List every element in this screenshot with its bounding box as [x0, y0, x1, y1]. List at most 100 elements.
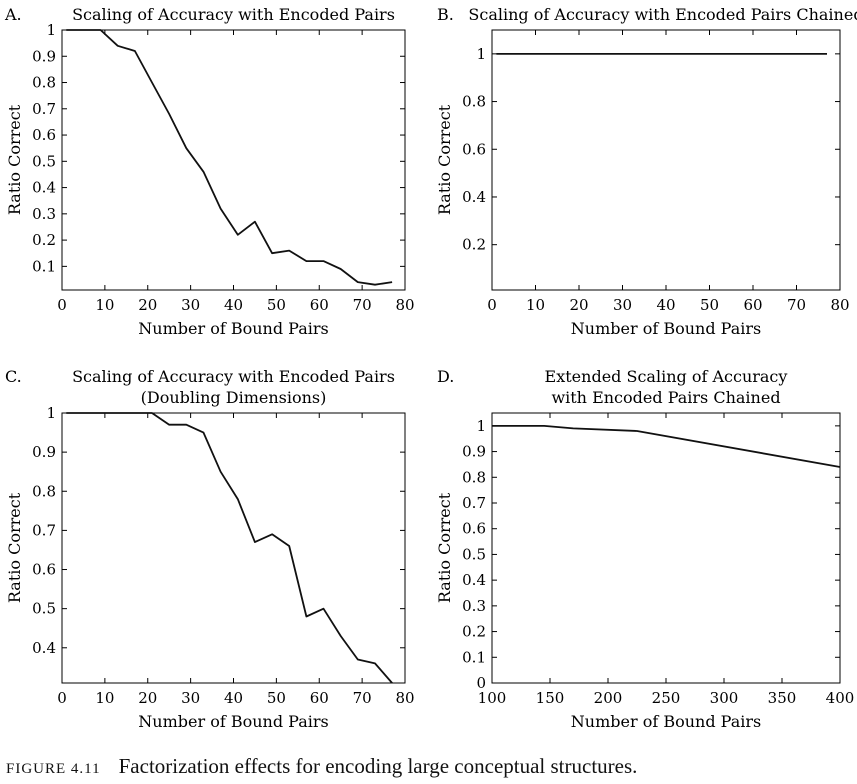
y-tick-label: 0.3: [32, 205, 56, 223]
chart-title: Extended Scaling of Accuracy: [545, 367, 788, 386]
x-tick-label: 80: [830, 296, 849, 314]
x-tick-label: 0: [57, 689, 67, 707]
chart-panel-3: C. Scaling of Accuracy with Encoded Pairs…: [5, 367, 415, 731]
y-tick-label: 0.2: [462, 236, 486, 254]
y-tick-label: 0.7: [32, 521, 56, 539]
x-tick-label: 60: [310, 296, 329, 314]
series-line-1: [66, 412, 393, 684]
chart-title: with Encoded Pairs Chained: [551, 388, 780, 407]
caption-label: FIGURE 4.11: [6, 761, 101, 777]
figure-caption: FIGURE 4.11 Factorization effects for enc…: [6, 754, 637, 779]
x-axis-label: Number of Bound Pairs: [571, 319, 761, 338]
x-tick-label: 150: [536, 689, 565, 707]
y-tick-label: 0.6: [462, 520, 486, 538]
chart-panel-4: D. Extended Scaling of Accuracy with Encod…: [435, 367, 854, 731]
x-tick-label: 30: [613, 296, 632, 314]
x-tick-label: 40: [656, 296, 675, 314]
chart-panel-2: B. Scaling of Accuracy with Encoded Pairs…: [435, 5, 857, 338]
figure-4-11: A. Scaling of Accuracy with Encoded Pairs…: [4, 5, 857, 731]
x-tick-label: 50: [267, 689, 286, 707]
y-tick-label: 0.8: [462, 93, 486, 111]
x-tick-label: 60: [743, 296, 762, 314]
y-tick-label: 0.4: [462, 571, 486, 589]
y-tick-label: 0.8: [32, 482, 56, 500]
x-tick-label: 40: [224, 689, 243, 707]
y-tick-label: 0.5: [32, 600, 56, 618]
panel-label: D.: [437, 367, 454, 386]
y-tick-label: 0.2: [462, 623, 486, 641]
x-tick-label: 200: [594, 689, 623, 707]
y-tick-label: 0.5: [462, 545, 486, 563]
y-tick-label: 0.8: [32, 74, 56, 92]
series-line-1: [66, 29, 393, 286]
x-tick-label: 30: [181, 689, 200, 707]
plot-frame: [61, 412, 406, 684]
panel-label: A.: [4, 5, 22, 24]
plot-frame: [491, 29, 841, 291]
y-tick-label: 0.9: [32, 443, 56, 461]
x-tick-label: 0: [57, 296, 67, 314]
x-tick-label: 60: [310, 689, 329, 707]
x-tick-label: 80: [395, 296, 414, 314]
y-tick-label: 0.9: [462, 443, 486, 461]
x-tick-label: 50: [700, 296, 719, 314]
x-tick-label: 250: [652, 689, 681, 707]
x-tick-label: 30: [181, 296, 200, 314]
y-tick-label: 0.4: [32, 639, 56, 657]
y-tick-label: 0.2: [32, 231, 56, 249]
y-tick-label: 0.7: [32, 100, 56, 118]
y-tick-label: 0.4: [32, 179, 56, 197]
x-tick-label: 100: [478, 689, 507, 707]
x-tick-label: 40: [224, 296, 243, 314]
x-tick-label: 20: [569, 296, 588, 314]
y-tick-label: 0.4: [462, 188, 486, 206]
chart-title: Scaling of Accuracy with Encoded Pairs: [72, 5, 395, 24]
y-tick-label: 1: [476, 45, 486, 63]
y-tick-label: 1: [46, 21, 56, 39]
x-tick-label: 400: [826, 689, 855, 707]
x-tick-label: 0: [487, 296, 497, 314]
plot-frame: [61, 29, 406, 291]
x-axis-label: Number of Bound Pairs: [138, 712, 328, 731]
x-tick-label: 20: [138, 296, 157, 314]
y-axis-label: Ratio Correct: [435, 104, 454, 215]
y-tick-label: 1: [46, 404, 56, 422]
y-tick-label: 0.9: [32, 47, 56, 65]
plot-frame: [491, 412, 841, 684]
x-tick-label: 70: [787, 296, 806, 314]
chart-title: Scaling of Accuracy with Encoded Pairs C…: [468, 5, 857, 24]
x-tick-label: 80: [395, 689, 414, 707]
chart-panel-1: A. Scaling of Accuracy with Encoded Pairs…: [4, 5, 415, 338]
y-axis-label: Ratio Correct: [435, 492, 454, 603]
x-tick-label: 300: [710, 689, 739, 707]
x-tick-label: 20: [138, 689, 157, 707]
x-axis-label: Number of Bound Pairs: [571, 712, 761, 731]
x-tick-label: 10: [95, 689, 114, 707]
y-tick-label: 0.6: [32, 126, 56, 144]
x-tick-label: 70: [353, 296, 372, 314]
x-tick-label: 70: [353, 689, 372, 707]
chart-title: (Doubling Dimensions): [141, 388, 327, 407]
y-tick-label: 0.3: [462, 597, 486, 615]
y-tick-label: 0.1: [462, 648, 486, 666]
y-tick-label: 0.7: [462, 494, 486, 512]
y-axis-label: Ratio Correct: [5, 492, 24, 603]
x-tick-label: 10: [95, 296, 114, 314]
y-tick-label: 0.1: [32, 257, 56, 275]
y-tick-label: 0.6: [32, 561, 56, 579]
y-tick-label: 0.5: [32, 152, 56, 170]
y-tick-label: 0: [476, 674, 486, 692]
chart-title: Scaling of Accuracy with Encoded Pairs: [72, 367, 395, 386]
y-tick-label: 1: [476, 417, 486, 435]
y-tick-label: 0.8: [462, 468, 486, 486]
x-tick-label: 10: [526, 296, 545, 314]
x-tick-label: 50: [267, 296, 286, 314]
y-axis-label: Ratio Correct: [5, 104, 24, 215]
caption-text: Factorization effects for encoding large…: [118, 754, 638, 778]
x-axis-label: Number of Bound Pairs: [138, 319, 328, 338]
y-tick-label: 0.6: [462, 140, 486, 158]
series-line-1: [492, 424, 841, 468]
x-tick-label: 350: [768, 689, 797, 707]
panel-label: B.: [437, 5, 454, 24]
panel-label: C.: [5, 367, 22, 386]
